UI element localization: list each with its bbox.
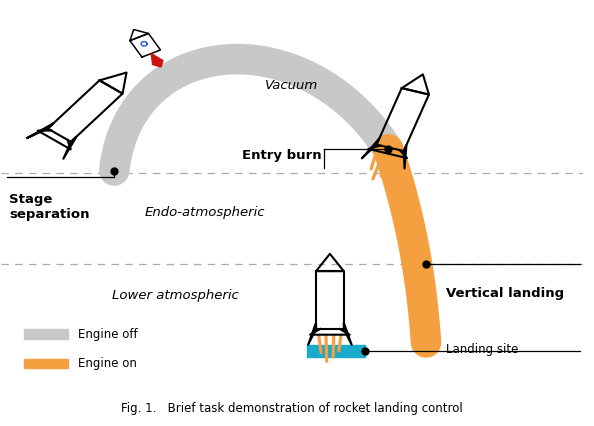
Point (109, 167, 119, 174)
Polygon shape (151, 54, 163, 67)
FancyBboxPatch shape (307, 345, 365, 357)
Text: Lower atmospheric: Lower atmospheric (112, 289, 239, 302)
Text: Landing site: Landing site (447, 343, 519, 356)
Point (383, 146, 393, 153)
Text: Engine off: Engine off (78, 328, 138, 340)
FancyBboxPatch shape (24, 329, 68, 339)
Point (360, 348, 369, 354)
Text: Vacuum: Vacuum (266, 79, 318, 92)
Text: Stage
separation: Stage separation (10, 193, 90, 221)
Text: Vertical landing: Vertical landing (447, 287, 564, 300)
Text: Engine on: Engine on (78, 357, 137, 370)
Text: Entry burn: Entry burn (242, 149, 321, 162)
FancyBboxPatch shape (24, 359, 68, 368)
Point (421, 261, 431, 268)
Text: Endo-atmospheric: Endo-atmospheric (144, 207, 265, 219)
Text: Fig. 1.   Brief task demonstration of rocket landing control: Fig. 1. Brief task demonstration of rock… (121, 402, 463, 414)
